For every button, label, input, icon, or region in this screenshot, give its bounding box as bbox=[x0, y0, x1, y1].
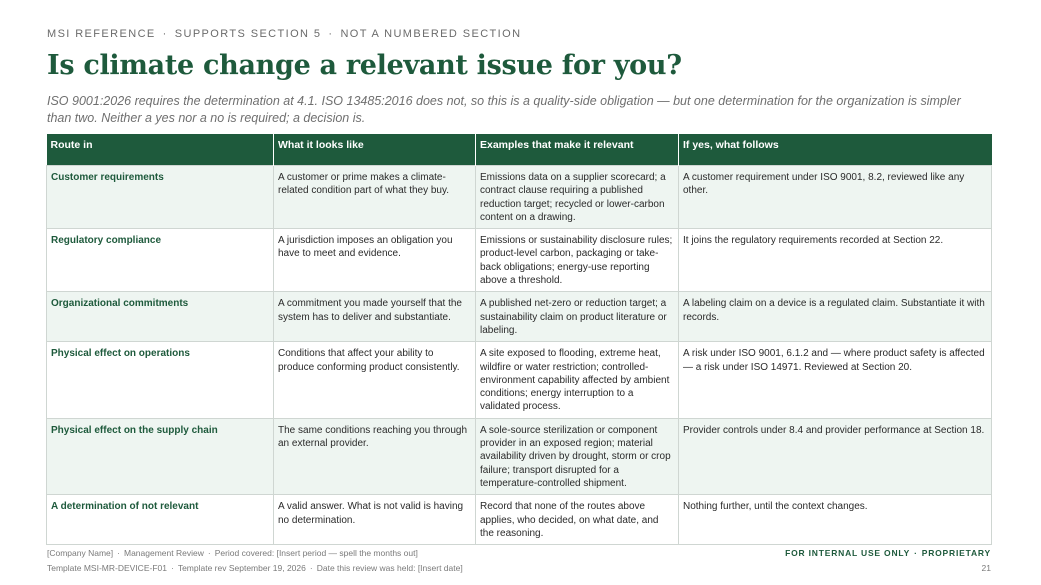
template-rev: Template rev September 19, 2026 bbox=[177, 563, 306, 573]
looks-like-cell: A commitment you made yourself that the … bbox=[273, 291, 476, 343]
footer-separator: · bbox=[914, 548, 918, 558]
follows-cell: A labeling claim on a device is a regula… bbox=[678, 291, 992, 343]
confidentiality-label: FOR INTERNAL USE ONLY · PROPRIETARY bbox=[785, 546, 991, 561]
internal-use: FOR INTERNAL USE ONLY bbox=[785, 548, 911, 558]
table-row: Organizational commitments A commitment … bbox=[46, 291, 992, 343]
footer-separator: · bbox=[117, 548, 120, 558]
looks-like-cell: Conditions that affect your ability to p… bbox=[273, 341, 476, 419]
column-header: If yes, what follows bbox=[678, 134, 992, 166]
looks-like-cell: A jurisdiction imposes an obligation you… bbox=[273, 228, 476, 293]
relevance-table: Route in What it looks like Examples tha… bbox=[46, 134, 992, 546]
eyebrow-separator: · bbox=[328, 28, 334, 40]
examples-cell: A published net-zero or reduction target… bbox=[475, 291, 679, 343]
table-row: Physical effect on the supply chain The … bbox=[46, 417, 992, 496]
looks-like-cell: A valid answer. What is not valid is hav… bbox=[273, 494, 476, 546]
table-row: A determination of not relevant A valid … bbox=[46, 494, 992, 546]
eyebrow-separator: · bbox=[162, 28, 168, 40]
examples-cell: A site exposed to flooding, extreme heat… bbox=[475, 341, 679, 419]
follows-cell: Nothing further, until the context chang… bbox=[678, 494, 992, 546]
table-header-row: Route in What it looks like Examples tha… bbox=[46, 134, 992, 166]
company-name: [Company Name] bbox=[47, 548, 114, 558]
eyebrow-section: SUPPORTS SECTION 5 bbox=[174, 28, 322, 40]
page-subtitle: ISO 9001:2026 requires the determination… bbox=[47, 94, 961, 125]
examples-cell: A sole-source sterilization or component… bbox=[475, 417, 679, 496]
table-row: Physical effect on operations Conditions… bbox=[46, 341, 992, 419]
footer-separator: · bbox=[309, 563, 313, 573]
route-cell: Physical effect on operations bbox=[46, 341, 274, 419]
eyebrow-note: NOT A NUMBERED SECTION bbox=[340, 28, 522, 40]
template-id: Template MSI-MR-DEVICE-F01 bbox=[47, 563, 167, 573]
examples-cell: Emissions data on a supplier scorecard; … bbox=[475, 164, 679, 230]
follows-cell: A customer requirement under ISO 9001, 8… bbox=[678, 164, 992, 230]
proprietary: PROPRIETARY bbox=[921, 548, 991, 558]
route-cell: Physical effect on the supply chain bbox=[46, 417, 274, 496]
follows-cell: A risk under ISO 9001, 6.1.2 and — where… bbox=[678, 341, 992, 419]
review-type: Management Review bbox=[123, 548, 204, 558]
looks-like-cell: The same conditions reaching you through… bbox=[273, 417, 476, 496]
column-header: What it looks like bbox=[273, 134, 476, 166]
footer-meta: [Company Name] · Management Review · Period … bbox=[47, 546, 463, 576]
follows-cell: Provider controls under 8.4 and provider… bbox=[678, 417, 992, 496]
period-covered: Period covered: [Insert period — spell t… bbox=[214, 548, 418, 558]
route-cell: Customer requirements bbox=[46, 164, 274, 230]
column-header: Examples that make it relevant bbox=[475, 134, 679, 166]
page-number: 21 bbox=[981, 563, 991, 573]
route-cell: A determination of not relevant bbox=[46, 494, 274, 546]
table-row: Regulatory compliance A jurisdiction imp… bbox=[46, 228, 992, 293]
looks-like-cell: A customer or prime makes a climate-rela… bbox=[273, 164, 476, 230]
footer-separator: · bbox=[170, 563, 174, 573]
footer-separator: · bbox=[207, 548, 211, 558]
footer-line-2: Template MSI-MR-DEVICE-F01 · Template rev … bbox=[47, 561, 463, 576]
eyebrow-reference: MSI REFERENCE bbox=[47, 28, 156, 40]
follows-cell: It joins the regulatory requirements rec… bbox=[678, 228, 992, 293]
route-cell: Organizational commitments bbox=[46, 291, 274, 343]
examples-cell: Emissions or sustainability disclosure r… bbox=[475, 228, 679, 293]
column-header: Route in bbox=[46, 134, 274, 166]
examples-cell: Record that none of the routes above app… bbox=[475, 494, 679, 546]
review-date: Date this review was held: [Insert date] bbox=[316, 563, 463, 573]
footer-line-1: [Company Name] · Management Review · Period … bbox=[47, 546, 463, 561]
route-cell: Regulatory compliance bbox=[46, 228, 274, 293]
page-title: Is climate change a relevant issue for y… bbox=[47, 50, 682, 81]
footer-right: FOR INTERNAL USE ONLY · PROPRIETARY 21 bbox=[785, 546, 991, 576]
eyebrow: MSI REFERENCE · SUPPORTS SECTION 5 · NOT A N… bbox=[47, 28, 521, 40]
table-row: Customer requirements A customer or prim… bbox=[46, 164, 992, 230]
